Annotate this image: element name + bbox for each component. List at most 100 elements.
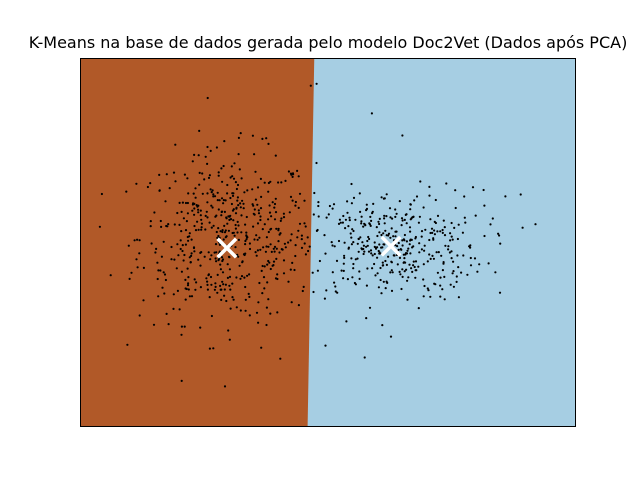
data-point	[370, 252, 373, 255]
data-point	[248, 314, 251, 317]
data-point	[209, 258, 212, 261]
data-point	[203, 255, 206, 258]
data-point	[231, 175, 234, 178]
data-point	[244, 298, 247, 301]
data-point	[347, 246, 350, 249]
data-point	[401, 219, 404, 222]
data-point	[256, 186, 260, 189]
data-point	[163, 292, 166, 295]
data-point	[226, 263, 229, 266]
data-point	[187, 276, 190, 279]
data-point	[269, 243, 272, 246]
data-point	[498, 234, 501, 237]
data-point	[358, 192, 361, 195]
data-point	[193, 278, 196, 281]
data-point	[237, 238, 240, 241]
data-point	[349, 232, 352, 235]
data-point	[397, 248, 400, 251]
data-point	[263, 223, 266, 226]
data-point	[204, 155, 207, 158]
data-point	[198, 183, 201, 186]
data-point	[127, 244, 130, 247]
data-point	[232, 219, 235, 222]
data-point	[162, 240, 165, 243]
data-point	[262, 276, 266, 279]
data-point	[301, 289, 304, 293]
data-point	[453, 226, 456, 229]
data-point	[406, 249, 409, 252]
data-point	[227, 329, 230, 332]
data-point	[227, 229, 230, 232]
data-point	[224, 229, 227, 232]
data-point	[256, 222, 260, 225]
data-point	[199, 251, 202, 254]
data-point	[294, 204, 297, 207]
data-point	[396, 263, 399, 266]
data-point	[215, 260, 218, 263]
data-point	[498, 291, 502, 294]
data-point	[339, 221, 342, 224]
data-point	[220, 256, 224, 259]
data-point	[302, 285, 305, 288]
data-point	[215, 230, 218, 234]
data-point	[369, 224, 372, 227]
data-point	[436, 271, 439, 274]
data-point	[350, 182, 353, 186]
data-point	[252, 204, 255, 207]
data-point	[219, 284, 222, 287]
data-point	[252, 225, 255, 228]
data-point	[387, 232, 391, 235]
data-point	[216, 191, 219, 194]
data-point	[423, 244, 426, 247]
data-point	[381, 324, 384, 327]
data-point	[246, 274, 249, 277]
data-point	[378, 252, 381, 255]
data-point	[276, 311, 279, 314]
data-point	[276, 273, 279, 276]
data-point	[226, 183, 229, 187]
data-point	[382, 197, 385, 200]
data-point	[179, 239, 182, 242]
data-point	[243, 253, 246, 257]
data-point	[221, 180, 224, 183]
data-point	[313, 191, 316, 195]
data-point	[521, 226, 524, 229]
data-point	[385, 215, 388, 218]
data-point	[235, 207, 238, 210]
centroids	[216, 235, 402, 259]
data-point	[362, 244, 365, 247]
data-point	[385, 280, 388, 283]
data-point	[348, 219, 351, 222]
data-point	[188, 256, 191, 259]
data-point	[451, 238, 454, 241]
data-point	[327, 213, 330, 216]
data-point	[205, 277, 208, 280]
data-point	[206, 96, 209, 100]
data-point	[304, 253, 307, 256]
data-point	[434, 198, 437, 202]
data-point	[368, 237, 371, 241]
data-point	[217, 234, 220, 238]
data-point	[272, 247, 275, 250]
data-point	[478, 263, 481, 266]
data-point	[443, 298, 446, 301]
data-point	[135, 182, 138, 185]
data-point	[418, 251, 421, 254]
data-point	[356, 257, 359, 260]
data-point	[378, 222, 381, 226]
data-point	[160, 255, 163, 258]
data-point	[222, 164, 225, 168]
data-point	[183, 253, 186, 257]
data-point	[430, 227, 434, 230]
data-point	[342, 262, 345, 265]
data-point	[240, 275, 244, 278]
data-point	[317, 215, 320, 218]
data-point	[222, 199, 225, 202]
data-point	[232, 231, 235, 234]
data-point	[100, 192, 103, 196]
data-point	[457, 223, 460, 226]
data-point	[318, 259, 321, 263]
data-point	[197, 228, 200, 231]
data-point	[200, 222, 203, 225]
data-point	[443, 234, 447, 237]
